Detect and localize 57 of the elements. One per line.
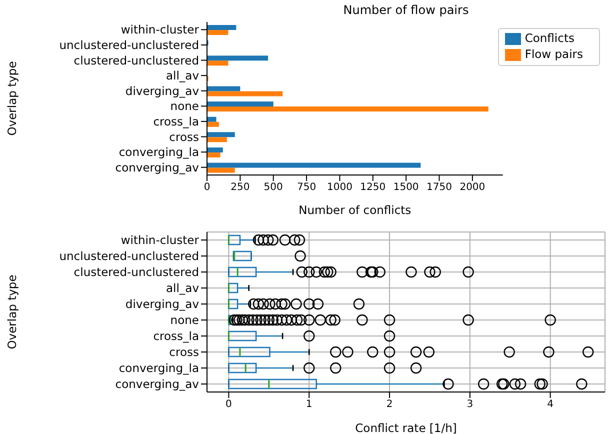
x-tick-label: 500 [264, 182, 283, 194]
bar [207, 147, 223, 152]
y-tick-label: converging_av [115, 160, 200, 174]
x-tick-label: 1500 [393, 182, 419, 194]
bar [207, 106, 488, 112]
y-tick-label: within-cluster [120, 233, 200, 248]
x-tick-label: 0 [204, 182, 210, 194]
x-axis-title: Conflict rate [1/h] [355, 421, 457, 434]
bar [207, 25, 236, 30]
y-axis-title: Overlap type [5, 274, 20, 350]
bar [207, 162, 421, 168]
x-tick-label: 2 [386, 399, 393, 410]
y-tick-label: diverging_av [125, 297, 200, 312]
x-tick-label: 4 [547, 399, 554, 410]
y-tick-label: converging_la [118, 361, 199, 376]
x-tick-label: 1000 [326, 182, 352, 194]
x-tick-label: 2000 [460, 182, 486, 194]
y-tick-label: diverging_av [125, 84, 200, 98]
bar [207, 132, 235, 138]
x-tick-label: 750 [296, 182, 316, 194]
bar [207, 116, 216, 122]
y-tick-label: cross [169, 345, 199, 360]
x-tick-label: 1250 [360, 182, 386, 194]
x-tick-label: 250 [230, 182, 250, 194]
y-tick-label: cross [169, 130, 199, 144]
bar [207, 122, 219, 127]
y-tick-label: none [170, 99, 199, 114]
bar [207, 137, 227, 142]
y-tick-label: converging_la [118, 145, 199, 160]
bar [207, 30, 228, 36]
bar [207, 60, 228, 66]
x-tick-label: 0 [226, 399, 232, 410]
y-tick-label: unclustered-unclustered [59, 38, 199, 52]
y-tick-label: unclustered-unclustered [59, 249, 199, 264]
bar [207, 102, 274, 107]
y-tick-label: clustered-unclustered [74, 265, 199, 280]
y-tick-label: within-cluster [120, 22, 200, 37]
x-tick-label: 3 [466, 399, 474, 410]
x-axis-title: Number of conflicts [298, 203, 412, 217]
y-tick-label: none [170, 313, 199, 328]
bar [207, 86, 240, 92]
x-tick-label: 1 [306, 399, 312, 410]
y-tick-label: all_av [166, 281, 200, 296]
y-tick-label: converging_av [115, 377, 200, 392]
bar [207, 152, 220, 158]
bar [207, 168, 235, 173]
y-axis-title: Overlap type [5, 61, 20, 136]
bar [207, 56, 268, 61]
y-tick-label: all_av [166, 68, 200, 83]
chart-title: Number of flow pairs [342, 3, 470, 17]
legend-label: Flow pairs [524, 47, 583, 62]
y-tick-label: cross_la [153, 114, 199, 129]
x-tick-label: 1750 [426, 182, 452, 194]
bar [207, 91, 283, 96]
y-tick-label: clustered-unclustered [74, 53, 199, 68]
legend-label: Conflicts [524, 31, 574, 46]
y-tick-label: cross_la [153, 329, 199, 344]
